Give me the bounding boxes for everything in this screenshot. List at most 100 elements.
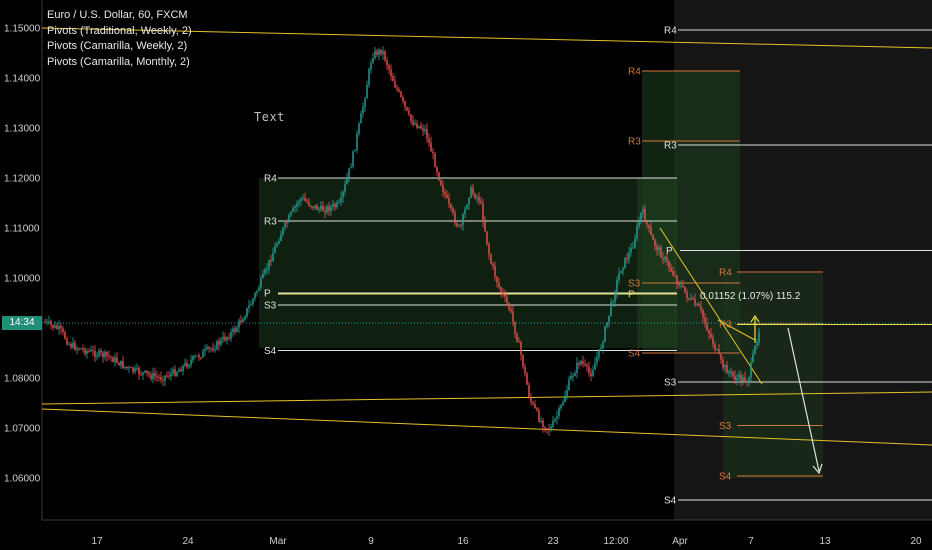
- candle-body: [486, 231, 488, 245]
- candle-body: [78, 348, 80, 350]
- projection-arrow[interactable]: [787, 327, 823, 475]
- candle-body: [732, 371, 734, 376]
- channel-trendline[interactable]: [41, 408, 932, 446]
- candle-body: [530, 397, 532, 403]
- candle-body: [560, 404, 562, 409]
- time-axis-label: 24: [182, 536, 194, 547]
- candle-body: [98, 350, 100, 356]
- candle-body: [406, 107, 408, 111]
- candle-body: [536, 408, 538, 411]
- indicator-pivots-camarilla-monthly[interactable]: Pivots (Camarilla, Monthly, 2): [47, 55, 190, 68]
- candle-body: [690, 298, 692, 300]
- candle-body: [164, 375, 166, 381]
- candle-body: [178, 369, 180, 373]
- candle-body: [302, 197, 304, 199]
- candle-body: [476, 197, 478, 199]
- upper-trendline[interactable]: [41, 27, 932, 49]
- indicator-pivots-camarilla-weekly[interactable]: Pivots (Camarilla, Weekly, 2): [47, 40, 188, 52]
- time-axis-label: 17: [91, 536, 103, 547]
- candle-body: [746, 381, 748, 383]
- candle-body: [484, 221, 486, 232]
- candle-body: [402, 96, 404, 102]
- candle-body: [202, 350, 204, 358]
- price-axis-label: 1.14000: [4, 74, 41, 85]
- candle-body: [548, 428, 550, 431]
- candle-body: [626, 257, 628, 260]
- candle-body: [294, 206, 296, 208]
- time-axis-label: 13: [819, 536, 831, 547]
- candle-body: [434, 153, 436, 168]
- candle-body: [446, 194, 448, 198]
- candle-body: [100, 350, 102, 353]
- candle-body: [270, 259, 272, 262]
- candle-body: [198, 355, 200, 358]
- candle-body: [344, 184, 346, 192]
- candle-body: [442, 185, 444, 192]
- weekly-camarilla-prev-label: S4: [628, 349, 641, 360]
- candle-body: [88, 350, 90, 352]
- candle-body: [716, 349, 718, 351]
- time-axis-label: 20: [910, 536, 922, 547]
- wedge-trendline[interactable]: [659, 227, 763, 385]
- measure-arrow[interactable]: [750, 314, 760, 343]
- candle-body: [308, 202, 310, 206]
- candle-body: [382, 51, 384, 55]
- candle-body: [166, 375, 168, 377]
- indicator-pivots-traditional-weekly[interactable]: Pivots (Traditional, Weekly, 2): [47, 24, 192, 37]
- candle-body: [734, 375, 736, 381]
- annotation-text[interactable]: Text: [254, 110, 285, 124]
- candle-body: [210, 348, 212, 350]
- candle-body: [570, 376, 572, 380]
- candle-body: [244, 316, 246, 320]
- candle-body: [70, 343, 72, 348]
- candle-body: [566, 390, 568, 397]
- candle-body: [298, 201, 300, 204]
- candle-body: [72, 342, 74, 348]
- candle-body: [534, 403, 536, 409]
- candle-body: [676, 275, 678, 284]
- candle-body: [642, 209, 644, 213]
- candle-body: [636, 226, 638, 239]
- candle-body: [50, 321, 52, 325]
- candle-body: [654, 239, 656, 247]
- candle-body: [684, 286, 686, 293]
- candle-body: [652, 234, 654, 240]
- candle-body: [496, 276, 498, 283]
- candle-body: [680, 285, 682, 287]
- candle-body: [744, 377, 746, 382]
- monthly-pivot-label: R3: [264, 217, 277, 228]
- symbol-title[interactable]: Euro / U.S. Dollar, 60, FXCM: [47, 9, 188, 21]
- candle-body: [132, 367, 134, 372]
- candle-body: [648, 224, 650, 228]
- candle-body: [426, 128, 428, 139]
- candle-body: [392, 76, 394, 82]
- candle-body: [572, 375, 574, 377]
- candle-body: [674, 275, 676, 277]
- candle-body: [222, 336, 224, 340]
- candle-body: [174, 369, 176, 376]
- candle-body: [616, 280, 618, 294]
- candle-body: [54, 325, 56, 328]
- candle-body: [510, 308, 512, 312]
- candle-body: [236, 327, 238, 332]
- candle-body: [118, 362, 120, 366]
- candle-body: [208, 347, 210, 349]
- wedge-trendline[interactable]: [717, 319, 756, 341]
- candle-body: [134, 368, 136, 372]
- candle-body: [518, 341, 520, 343]
- candle-body: [60, 325, 62, 329]
- candle-body: [492, 263, 494, 267]
- candle-body: [604, 326, 606, 342]
- candle-body: [192, 356, 194, 361]
- candle-body: [84, 348, 86, 354]
- price-axis-label: 1.07000: [4, 424, 41, 435]
- candle-body: [702, 309, 704, 318]
- candle-body: [708, 330, 710, 334]
- time-axis-label: Mar: [269, 536, 287, 547]
- lower-trendline[interactable]: [41, 391, 932, 405]
- candle-body: [260, 278, 262, 288]
- candle-body: [638, 221, 640, 227]
- candle-body: [622, 267, 624, 271]
- candle-body: [540, 420, 542, 422]
